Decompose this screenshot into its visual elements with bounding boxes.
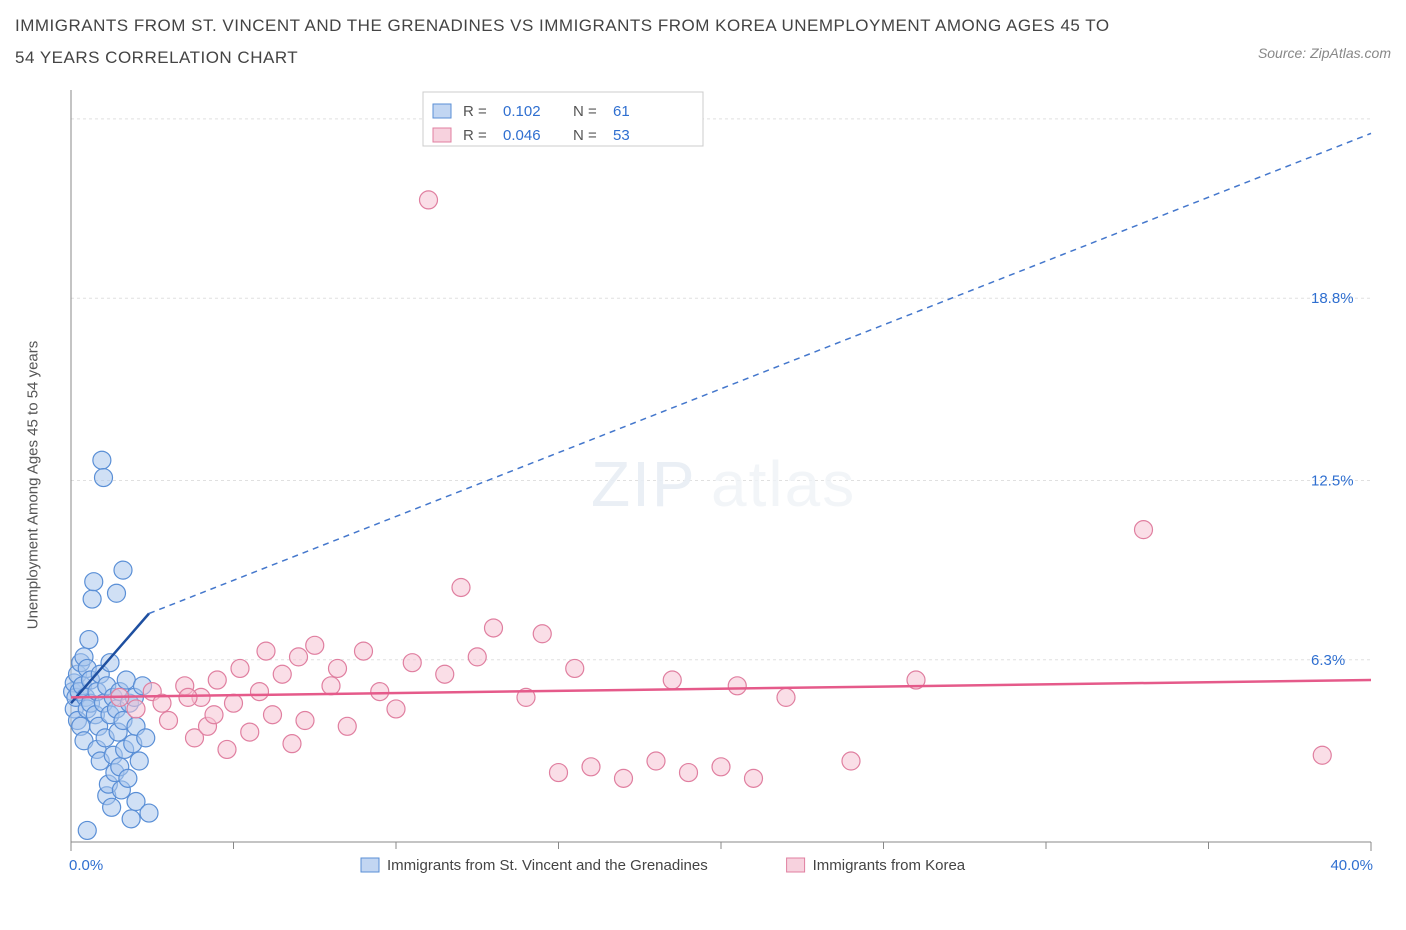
- data-point: [436, 665, 454, 683]
- data-point: [225, 694, 243, 712]
- data-point: [1135, 520, 1153, 538]
- legend-r-label: R =: [463, 127, 487, 144]
- data-point: [680, 763, 698, 781]
- data-point: [371, 682, 389, 700]
- legend-swatch: [433, 128, 451, 142]
- data-point: [130, 752, 148, 770]
- data-point: [582, 757, 600, 775]
- legend-swatch: [787, 858, 805, 872]
- legend-n-value: 61: [613, 103, 630, 120]
- legend-series-label: Immigrants from Korea: [813, 857, 966, 874]
- y-tick-label: 18.8%: [1311, 290, 1354, 307]
- legend-series-label: Immigrants from St. Vincent and the Gren…: [387, 857, 708, 874]
- data-point: [615, 769, 633, 787]
- y-tick-label: 12.5%: [1311, 472, 1354, 489]
- data-point: [231, 659, 249, 677]
- data-point: [93, 451, 111, 469]
- legend-n-value: 53: [613, 127, 630, 144]
- y-axis-label: Unemployment Among Ages 45 to 54 years: [25, 340, 42, 629]
- data-point: [101, 653, 119, 671]
- legend-swatch: [361, 858, 379, 872]
- data-point: [329, 659, 347, 677]
- data-point: [119, 769, 137, 787]
- legend-r-value: 0.102: [503, 103, 541, 120]
- data-point: [95, 468, 113, 486]
- data-point: [205, 705, 223, 723]
- source-attribution: Source: ZipAtlas.com: [1258, 45, 1391, 61]
- data-point: [712, 757, 730, 775]
- data-point: [218, 740, 236, 758]
- data-point: [122, 809, 140, 827]
- y-tick-label: 6.3%: [1311, 651, 1345, 668]
- data-point: [338, 717, 356, 735]
- legend-r-label: R =: [463, 103, 487, 120]
- legend-n-label: N =: [573, 103, 597, 120]
- data-point: [108, 584, 126, 602]
- x-tick-label: 40.0%: [1330, 857, 1373, 874]
- data-point: [257, 642, 275, 660]
- data-point: [137, 728, 155, 746]
- data-point: [403, 653, 421, 671]
- data-point: [283, 734, 301, 752]
- data-point: [306, 636, 324, 654]
- legend-n-label: N =: [573, 127, 597, 144]
- data-point: [355, 642, 373, 660]
- data-point: [85, 572, 103, 590]
- data-point: [78, 821, 96, 839]
- data-point: [290, 647, 308, 665]
- data-point: [566, 659, 584, 677]
- data-point: [117, 671, 135, 689]
- data-point: [264, 705, 282, 723]
- data-point: [296, 711, 314, 729]
- data-point: [842, 752, 860, 770]
- data-point: [83, 590, 101, 608]
- data-point: [663, 671, 681, 689]
- data-point: [533, 624, 551, 642]
- data-point: [550, 763, 568, 781]
- data-point: [160, 711, 178, 729]
- data-point: [179, 688, 197, 706]
- data-point: [1313, 746, 1331, 764]
- data-point: [647, 752, 665, 770]
- chart-title: IMMIGRANTS FROM ST. VINCENT AND THE GREN…: [15, 10, 1115, 75]
- data-point: [273, 665, 291, 683]
- data-point: [114, 561, 132, 579]
- data-point: [103, 798, 121, 816]
- data-point: [241, 723, 259, 741]
- data-point: [468, 647, 486, 665]
- legend-r-value: 0.046: [503, 127, 541, 144]
- data-point: [485, 619, 503, 637]
- data-point: [208, 671, 226, 689]
- legend-swatch: [433, 104, 451, 118]
- watermark: ZIP: [591, 448, 697, 520]
- data-point: [745, 769, 763, 787]
- data-point: [452, 578, 470, 596]
- data-point: [80, 630, 98, 648]
- data-point: [322, 676, 340, 694]
- data-point: [251, 682, 269, 700]
- chart-container: Unemployment Among Ages 45 to 54 years 6…: [15, 80, 1391, 890]
- data-point: [420, 191, 438, 209]
- data-point: [127, 700, 145, 718]
- trend-line-extrapolated: [149, 133, 1371, 613]
- watermark: atlas: [711, 448, 856, 520]
- data-point: [777, 688, 795, 706]
- data-point: [387, 700, 405, 718]
- data-point: [140, 804, 158, 822]
- x-tick-label: 0.0%: [69, 857, 103, 874]
- data-point: [728, 676, 746, 694]
- scatter-chart: 6.3% 12.5% 18.8% ZIPatlas 0.0% 40.0% R = 0.102 N…: [15, 80, 1391, 890]
